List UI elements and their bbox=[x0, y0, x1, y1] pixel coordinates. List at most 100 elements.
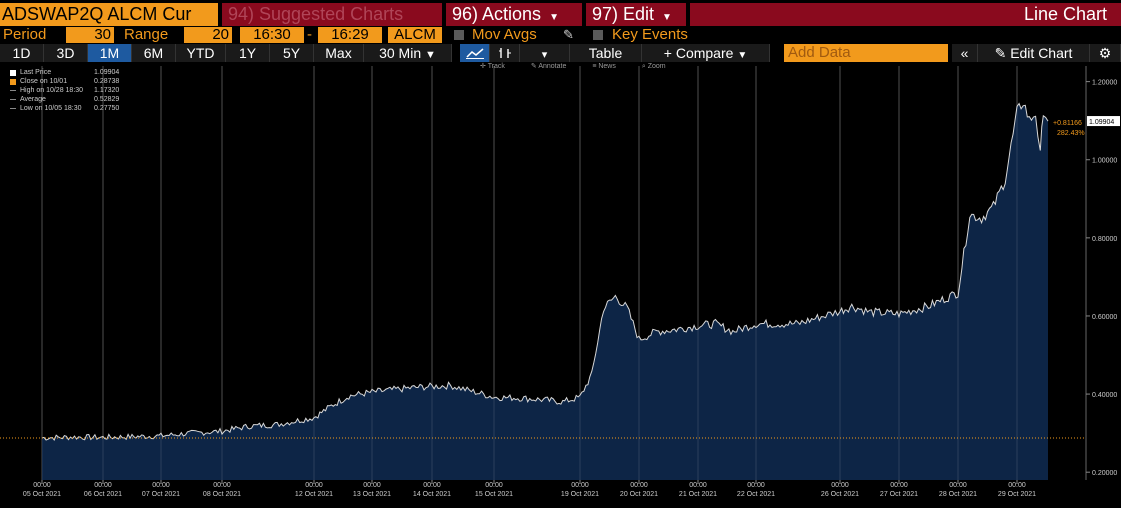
x-tick-date-label: 27 Oct 2021 bbox=[880, 491, 918, 498]
x-tick-date-label: 12 Oct 2021 bbox=[295, 491, 333, 498]
legend-value: 1.09904 bbox=[94, 69, 120, 76]
range-button-5y[interactable]: 5Y bbox=[270, 44, 314, 62]
range-button-1d[interactable]: 1D bbox=[0, 44, 44, 62]
source-input[interactable]: ALCM bbox=[388, 27, 442, 43]
compare-label: + Compare bbox=[663, 45, 734, 61]
edit-menu[interactable]: 97) Edit ▼ bbox=[586, 3, 686, 26]
x-tick-date-label: 28 Oct 2021 bbox=[939, 491, 977, 498]
legend-swatch bbox=[10, 99, 16, 100]
last-price-label: 1.09904 bbox=[1089, 119, 1114, 126]
key-events-checkbox[interactable] bbox=[593, 30, 603, 40]
x-tick-date-label: 14 Oct 2021 bbox=[413, 491, 451, 498]
news-label: News bbox=[598, 63, 616, 70]
x-tick-time-label: 00:00 bbox=[831, 482, 849, 489]
line-chart-icon[interactable] bbox=[460, 44, 490, 62]
suggested-charts-menu[interactable]: 94) Suggested Charts bbox=[222, 3, 442, 26]
range-dash: - bbox=[307, 26, 312, 43]
key-events-label: Key Events bbox=[612, 26, 688, 43]
legend-label: Last Price bbox=[20, 69, 52, 76]
x-tick-time-label: 00:00 bbox=[363, 482, 381, 489]
x-tick-time-label: 00:00 bbox=[305, 482, 323, 489]
settings-gear-icon[interactable]: ⚙ bbox=[1090, 44, 1121, 62]
legend-label: High on 10/28 18:30 bbox=[20, 87, 84, 94]
x-tick-time-label: 00:00 bbox=[485, 482, 503, 489]
range-input[interactable]: 20 bbox=[184, 27, 232, 43]
legend-swatch bbox=[10, 90, 16, 91]
collapse-icon[interactable]: « bbox=[952, 44, 978, 62]
track-tool[interactable]: ✛ Track bbox=[480, 63, 505, 70]
y-tick-label: 1.20000 bbox=[1092, 80, 1117, 87]
chevron-down-icon: ▾ bbox=[541, 49, 548, 61]
x-tick-date-label: 29 Oct 2021 bbox=[998, 491, 1036, 498]
x-tick-time-label: 00:00 bbox=[423, 482, 441, 489]
range-button-1m[interactable]: 1M bbox=[88, 44, 132, 62]
compare-dropdown[interactable]: + Compare ▼ bbox=[642, 44, 770, 62]
table-button[interactable]: Table bbox=[570, 44, 642, 62]
mov-avgs-checkbox[interactable] bbox=[454, 30, 464, 40]
x-tick-time-label: 00:00 bbox=[571, 482, 589, 489]
chevron-down-icon: ▼ bbox=[425, 49, 436, 61]
x-tick-time-label: 00:00 bbox=[33, 482, 51, 489]
x-tick-date-label: 19 Oct 2021 bbox=[561, 491, 599, 498]
pencil-icon: ✎ bbox=[994, 45, 1007, 61]
x-tick-time-label: 00:00 bbox=[94, 482, 112, 489]
chevron-down-icon: ▼ bbox=[737, 50, 748, 61]
pencil-icon[interactable]: ✎ bbox=[563, 27, 574, 42]
actions-label: 96) Actions bbox=[452, 4, 542, 24]
legend-label: Close on 10/01 bbox=[20, 78, 68, 85]
y-tick-label: 0.40000 bbox=[1092, 392, 1117, 399]
annotate-tool[interactable]: ✎ Annotate bbox=[530, 63, 567, 70]
range-button-3d[interactable]: 3D bbox=[44, 44, 88, 62]
x-tick-time-label: 00:00 bbox=[890, 482, 908, 489]
edit-chart-label: Edit Chart bbox=[1010, 45, 1073, 61]
bar-chart-icon[interactable] bbox=[490, 44, 520, 62]
price-chart[interactable]: 0.20000 0.40000 0.60000 0.80000 1.00000 1.200… bbox=[0, 62, 1121, 508]
mov-avgs-label: Mov Avgs bbox=[472, 26, 537, 43]
bar-chart-glyph bbox=[498, 48, 511, 58]
time-from-input[interactable]: 16:30 bbox=[240, 27, 304, 43]
legend-label: Low on 10/05 18:30 bbox=[20, 105, 82, 112]
chevron-down-icon: ▼ bbox=[662, 12, 672, 23]
time-to-input[interactable]: 16:29 bbox=[318, 27, 382, 43]
line-chart-glyph bbox=[465, 48, 484, 59]
x-tick-date-label: 15 Oct 2021 bbox=[475, 491, 513, 498]
range-button-1y[interactable]: 1Y bbox=[226, 44, 270, 62]
chart-type-title: Line Chart bbox=[690, 3, 1121, 26]
legend-value: 0.27750 bbox=[94, 105, 120, 112]
zoom-tool[interactable]: ⌕ Zoom bbox=[641, 63, 666, 70]
add-data-input[interactable]: Add Data bbox=[784, 44, 948, 62]
actions-menu[interactable]: 96) Actions ▼ bbox=[446, 3, 582, 26]
chart-tools: ✛ Track ✎ Annotate ≡ News ⌕ Zoom bbox=[480, 62, 690, 71]
y-tick-label: 0.20000 bbox=[1092, 470, 1117, 477]
range-button-6m[interactable]: 6M bbox=[132, 44, 176, 62]
edit-chart-button[interactable]: ✎ Edit Chart bbox=[978, 44, 1090, 62]
legend-swatch bbox=[10, 69, 16, 76]
range-button-ytd[interactable]: YTD bbox=[176, 44, 226, 62]
x-tick-date-label: 05 Oct 2021 bbox=[23, 491, 61, 498]
legend-swatch bbox=[10, 108, 16, 109]
x-tick-time-label: 00:00 bbox=[689, 482, 707, 489]
x-tick-time-label: 00:00 bbox=[213, 482, 231, 489]
x-tick-date-label: 20 Oct 2021 bbox=[620, 491, 658, 498]
x-tick-time-label: 00:00 bbox=[1008, 482, 1026, 489]
news-tool[interactable]: ≡ News bbox=[592, 63, 616, 70]
chart-legend: Last Price 1.09904 Close on 10/01 0.28738 … bbox=[10, 68, 119, 113]
legend-value: 1.17320 bbox=[94, 87, 120, 94]
y-tick-label: 0.80000 bbox=[1092, 236, 1117, 243]
interval-dropdown[interactable]: 30 Min ▼ bbox=[364, 44, 452, 62]
legend-row: High on 10/28 18:30 1.17320 bbox=[10, 86, 119, 95]
chart-style-dropdown[interactable]: ▾ bbox=[520, 44, 570, 62]
x-tick-time-label: 00:00 bbox=[949, 482, 967, 489]
x-tick-date-label: 21 Oct 2021 bbox=[679, 491, 717, 498]
legend-swatch bbox=[10, 78, 16, 85]
range-label: Range bbox=[124, 26, 169, 43]
period-input[interactable]: 30 bbox=[66, 27, 114, 43]
x-tick-date-label: 07 Oct 2021 bbox=[142, 491, 180, 498]
price-change-label: +0.81166 bbox=[1053, 120, 1082, 127]
price-change-pct-label: 282.43% bbox=[1057, 130, 1085, 137]
zoom-label: Zoom bbox=[647, 63, 666, 70]
x-tick-date-label: 26 Oct 2021 bbox=[821, 491, 859, 498]
range-button-max[interactable]: Max bbox=[314, 44, 364, 62]
edit-label: 97) Edit bbox=[592, 4, 655, 24]
security-ticker[interactable]: ADSWAP2Q ALCM Cur bbox=[0, 3, 218, 26]
